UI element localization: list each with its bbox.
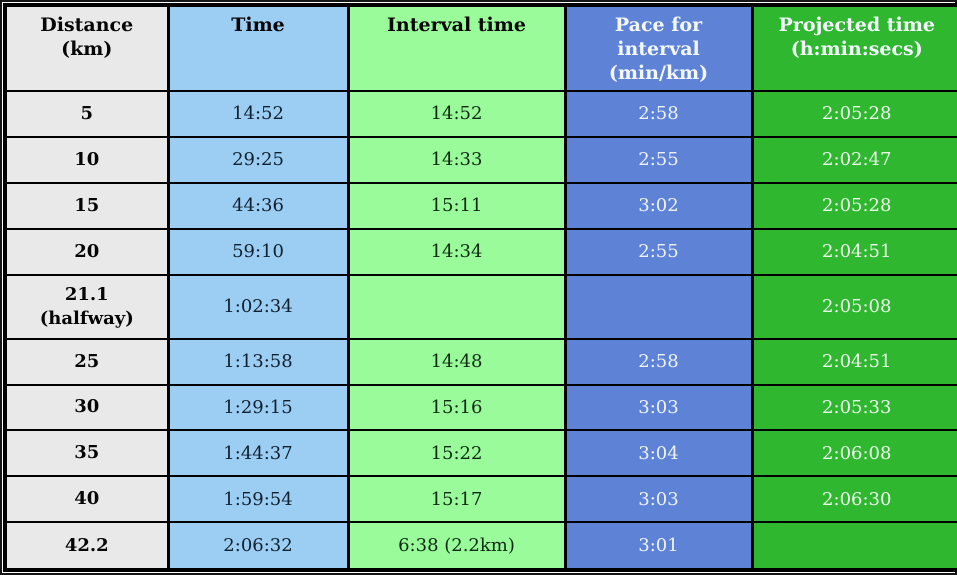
table-row: 42.2 2:06:32 6:38 (2.2km) 3:01 bbox=[3, 521, 957, 571]
header-line: Time bbox=[231, 14, 285, 36]
cell-interval-time: 15:16 bbox=[346, 383, 567, 432]
header-line: (min/km) bbox=[608, 62, 709, 84]
cell-distance: 5 bbox=[3, 90, 170, 138]
cell-interval-time: 15:22 bbox=[346, 429, 567, 478]
cell-distance: 21.1 (halfway) bbox=[3, 273, 170, 340]
cell-pace: 3:02 bbox=[563, 181, 754, 230]
cell-distance: 42.2 bbox=[3, 521, 170, 571]
cell-time: 1:13:58 bbox=[166, 337, 350, 386]
cell-distance: 35 bbox=[3, 429, 170, 478]
cell-pace: 3:01 bbox=[563, 521, 754, 571]
header-line: Pace for bbox=[614, 14, 703, 36]
header-row: Distance (km) Time Interval time Pace fo… bbox=[3, 4, 957, 92]
cell-pace: 2:58 bbox=[563, 90, 754, 138]
cell-distance: 40 bbox=[3, 475, 170, 524]
cell-line: 5 bbox=[80, 102, 94, 124]
cell-time: 44:36 bbox=[166, 181, 350, 230]
cell-pace: 2:58 bbox=[563, 337, 754, 386]
cell-projected-time: 2:06:30 bbox=[750, 475, 957, 524]
col-header-projected-time: Projected time (h:min:secs) bbox=[750, 4, 957, 92]
cell-time: 1:59:54 bbox=[166, 475, 350, 524]
cell-line: 20 bbox=[74, 240, 100, 262]
header-line: (h:min:secs) bbox=[790, 38, 923, 60]
cell-distance: 30 bbox=[3, 383, 170, 432]
cell-distance: 10 bbox=[3, 135, 170, 184]
cell-interval-time: 6:38 (2.2km) bbox=[346, 521, 567, 571]
cell-projected-time: 2:05:28 bbox=[750, 90, 957, 138]
cell-time: 14:52 bbox=[166, 90, 350, 138]
col-header-distance: Distance (km) bbox=[3, 4, 170, 92]
cell-interval-time: 15:17 bbox=[346, 475, 567, 524]
cell-line: 10 bbox=[74, 148, 100, 170]
table-row: 40 1:59:54 15:17 3:03 2:06:30 bbox=[3, 475, 957, 524]
cell-line: 25 bbox=[74, 350, 100, 372]
cell-line: 30 bbox=[74, 396, 100, 418]
cell-line: 35 bbox=[74, 442, 100, 464]
table-row: 25 1:13:58 14:48 2:58 2:04:51 bbox=[3, 337, 957, 386]
pace-table: Distance (km) Time Interval time Pace fo… bbox=[3, 3, 957, 572]
cell-pace: 3:03 bbox=[563, 383, 754, 432]
header-line: interval bbox=[617, 38, 700, 60]
header-line: Distance bbox=[40, 14, 134, 36]
cell-projected-time: 2:05:08 bbox=[750, 273, 957, 340]
cell-line: (halfway) bbox=[39, 307, 134, 329]
cell-projected-time: 2:05:33 bbox=[750, 383, 957, 432]
cell-pace: 2:55 bbox=[563, 227, 754, 276]
cell-time: 59:10 bbox=[166, 227, 350, 276]
cell-projected-time: 2:04:51 bbox=[750, 337, 957, 386]
cell-line: 40 bbox=[74, 488, 100, 510]
cell-time: 1:02:34 bbox=[166, 273, 350, 340]
cell-time: 1:44:37 bbox=[166, 429, 350, 478]
cell-pace: 3:04 bbox=[563, 429, 754, 478]
col-header-pace: Pace for interval (min/km) bbox=[563, 4, 754, 92]
cell-interval-time: 14:33 bbox=[346, 135, 567, 184]
cell-projected-time: 2:02:47 bbox=[750, 135, 957, 184]
cell-projected-time: 2:05:28 bbox=[750, 181, 957, 230]
table-row: 5 14:52 14:52 2:58 2:05:28 bbox=[3, 90, 957, 138]
cell-distance: 20 bbox=[3, 227, 170, 276]
header-line: Interval time bbox=[387, 14, 526, 36]
table-row: 15 44:36 15:11 3:02 2:05:28 bbox=[3, 181, 957, 230]
table-row-halfway: 21.1 (halfway) 1:02:34 2:05:08 bbox=[3, 273, 957, 340]
cell-line: 15 bbox=[74, 194, 100, 216]
cell-time: 29:25 bbox=[166, 135, 350, 184]
cell-time: 2:06:32 bbox=[166, 521, 350, 571]
cell-interval-time: 14:48 bbox=[346, 337, 567, 386]
cell-pace: 3:03 bbox=[563, 475, 754, 524]
col-header-time: Time bbox=[166, 4, 350, 92]
cell-projected-time bbox=[750, 521, 957, 571]
cell-line: 21.1 bbox=[64, 283, 109, 305]
cell-interval-time bbox=[346, 273, 567, 340]
cell-time: 1:29:15 bbox=[166, 383, 350, 432]
header-line: Projected time bbox=[778, 14, 935, 36]
cell-projected-time: 2:04:51 bbox=[750, 227, 957, 276]
cell-projected-time: 2:06:08 bbox=[750, 429, 957, 478]
table-row: 10 29:25 14:33 2:55 2:02:47 bbox=[3, 135, 957, 184]
cell-interval-time: 14:52 bbox=[346, 90, 567, 138]
table-row: 20 59:10 14:34 2:55 2:04:51 bbox=[3, 227, 957, 276]
header-line: (km) bbox=[61, 38, 113, 60]
cell-distance: 15 bbox=[3, 181, 170, 230]
cell-interval-time: 15:11 bbox=[346, 181, 567, 230]
cell-line: 42.2 bbox=[64, 534, 109, 556]
table-row: 30 1:29:15 15:16 3:03 2:05:33 bbox=[3, 383, 957, 432]
col-header-interval-time: Interval time bbox=[346, 4, 567, 92]
cell-interval-time: 14:34 bbox=[346, 227, 567, 276]
table-row: 35 1:44:37 15:22 3:04 2:06:08 bbox=[3, 429, 957, 478]
cell-pace bbox=[563, 273, 754, 340]
cell-pace: 2:55 bbox=[563, 135, 754, 184]
cell-distance: 25 bbox=[3, 337, 170, 386]
